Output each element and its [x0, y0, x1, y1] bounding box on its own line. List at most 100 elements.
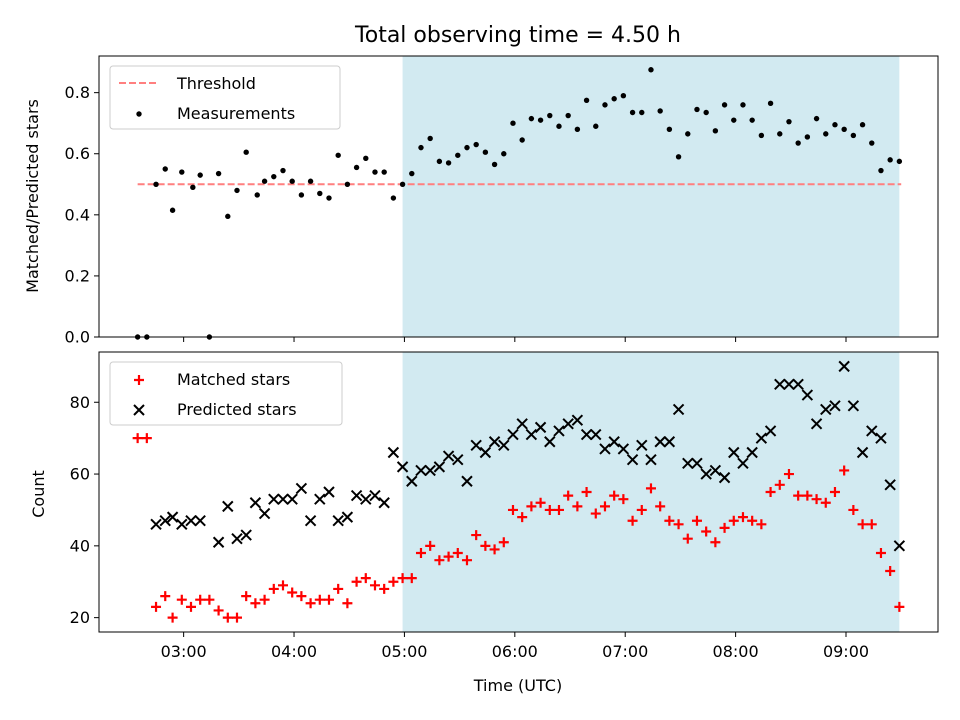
data-point	[464, 144, 470, 151]
data-point	[829, 487, 840, 497]
data-point	[150, 518, 162, 531]
data-point	[194, 515, 206, 527]
data-point	[526, 501, 537, 512]
data-point	[666, 126, 673, 133]
y-tick-label: 0.2	[65, 266, 90, 285]
data-point	[436, 158, 443, 165]
y-tick-label: 0.4	[65, 205, 90, 224]
data-point	[857, 519, 868, 530]
axes-frame	[98, 55, 939, 338]
data-point	[783, 469, 794, 480]
data-point	[360, 573, 371, 584]
data-point	[427, 135, 433, 142]
data-point	[425, 540, 436, 551]
data-point	[663, 436, 676, 448]
data-point	[563, 490, 574, 501]
data-point	[691, 515, 702, 526]
data-point	[574, 126, 581, 133]
data-point	[473, 141, 479, 148]
data-point	[222, 612, 233, 623]
data-point	[159, 515, 171, 527]
data-point	[351, 576, 362, 587]
data-point	[878, 167, 884, 174]
data-point	[307, 178, 314, 184]
data-point	[894, 601, 905, 612]
data-point	[501, 151, 507, 157]
data-point	[369, 580, 380, 591]
data-point	[737, 512, 748, 523]
data-point	[254, 192, 260, 198]
data-point	[783, 378, 795, 391]
data-point	[657, 108, 663, 114]
data-point	[379, 583, 390, 594]
data-point	[489, 544, 500, 555]
data-point	[682, 533, 693, 544]
data-point	[480, 540, 491, 551]
data-point	[169, 207, 176, 213]
y-tick-label: 20	[70, 608, 90, 627]
data-point	[774, 479, 785, 490]
data-point	[629, 109, 636, 116]
data-point	[455, 152, 461, 158]
data-point	[507, 504, 518, 515]
data-point	[471, 530, 482, 541]
data-point	[572, 501, 583, 512]
data-point	[721, 102, 728, 108]
data-point	[884, 479, 896, 491]
legend-label: Measurements	[177, 104, 295, 123]
data-point	[132, 433, 143, 444]
data-point	[793, 490, 804, 501]
data-point	[317, 190, 323, 197]
data-point	[286, 493, 298, 505]
data-point	[553, 425, 565, 437]
legend-label: Matched stars	[177, 370, 290, 389]
data-point	[363, 155, 369, 162]
data-point	[583, 97, 590, 103]
data-point	[866, 425, 878, 437]
data-point	[839, 465, 850, 476]
data-point	[406, 475, 418, 487]
data-point	[749, 117, 755, 123]
data-point	[639, 109, 645, 116]
data-point	[571, 414, 584, 426]
data-point	[618, 494, 629, 505]
chart-title: Total observing time = 4.50 h	[354, 23, 681, 48]
data-point	[215, 170, 222, 177]
data-point	[626, 453, 639, 466]
data-point	[869, 140, 875, 146]
data-point	[777, 131, 783, 137]
data-point	[197, 172, 203, 178]
x-tick-label: 03:00	[161, 642, 207, 661]
data-point	[415, 548, 426, 559]
data-point	[896, 158, 903, 165]
data-point	[314, 493, 326, 505]
data-point	[820, 403, 832, 416]
data-point	[709, 464, 722, 477]
data-point	[710, 537, 721, 548]
data-point	[755, 432, 768, 444]
data-point	[185, 515, 197, 527]
data-point	[160, 591, 171, 602]
data-point	[553, 504, 564, 515]
data-point	[703, 109, 709, 116]
data-point	[259, 594, 270, 605]
data-point	[534, 421, 547, 434]
data-point	[672, 403, 685, 416]
data-point	[243, 149, 249, 155]
data-point	[333, 583, 344, 594]
data-point	[289, 178, 295, 184]
x-tick-label: 04:00	[271, 642, 317, 661]
y-tick-label: 80	[70, 393, 90, 412]
data-point	[535, 497, 546, 508]
data-point	[517, 512, 528, 523]
data-point	[847, 400, 860, 412]
data-point	[381, 169, 387, 175]
legend: Threshold Measurements	[109, 65, 341, 130]
bottom-panel: 20 40 60 80 03:00 04:00 05:00 06:00 07:00 08:00 09…	[29, 351, 939, 661]
top-panel: 0.0 0.2 0.4 0.6 0.8 Matched/Predicted stars Th…	[23, 55, 939, 347]
data-point	[593, 123, 599, 129]
data-point	[434, 555, 445, 566]
data-point	[795, 140, 801, 146]
data-point	[162, 166, 168, 172]
